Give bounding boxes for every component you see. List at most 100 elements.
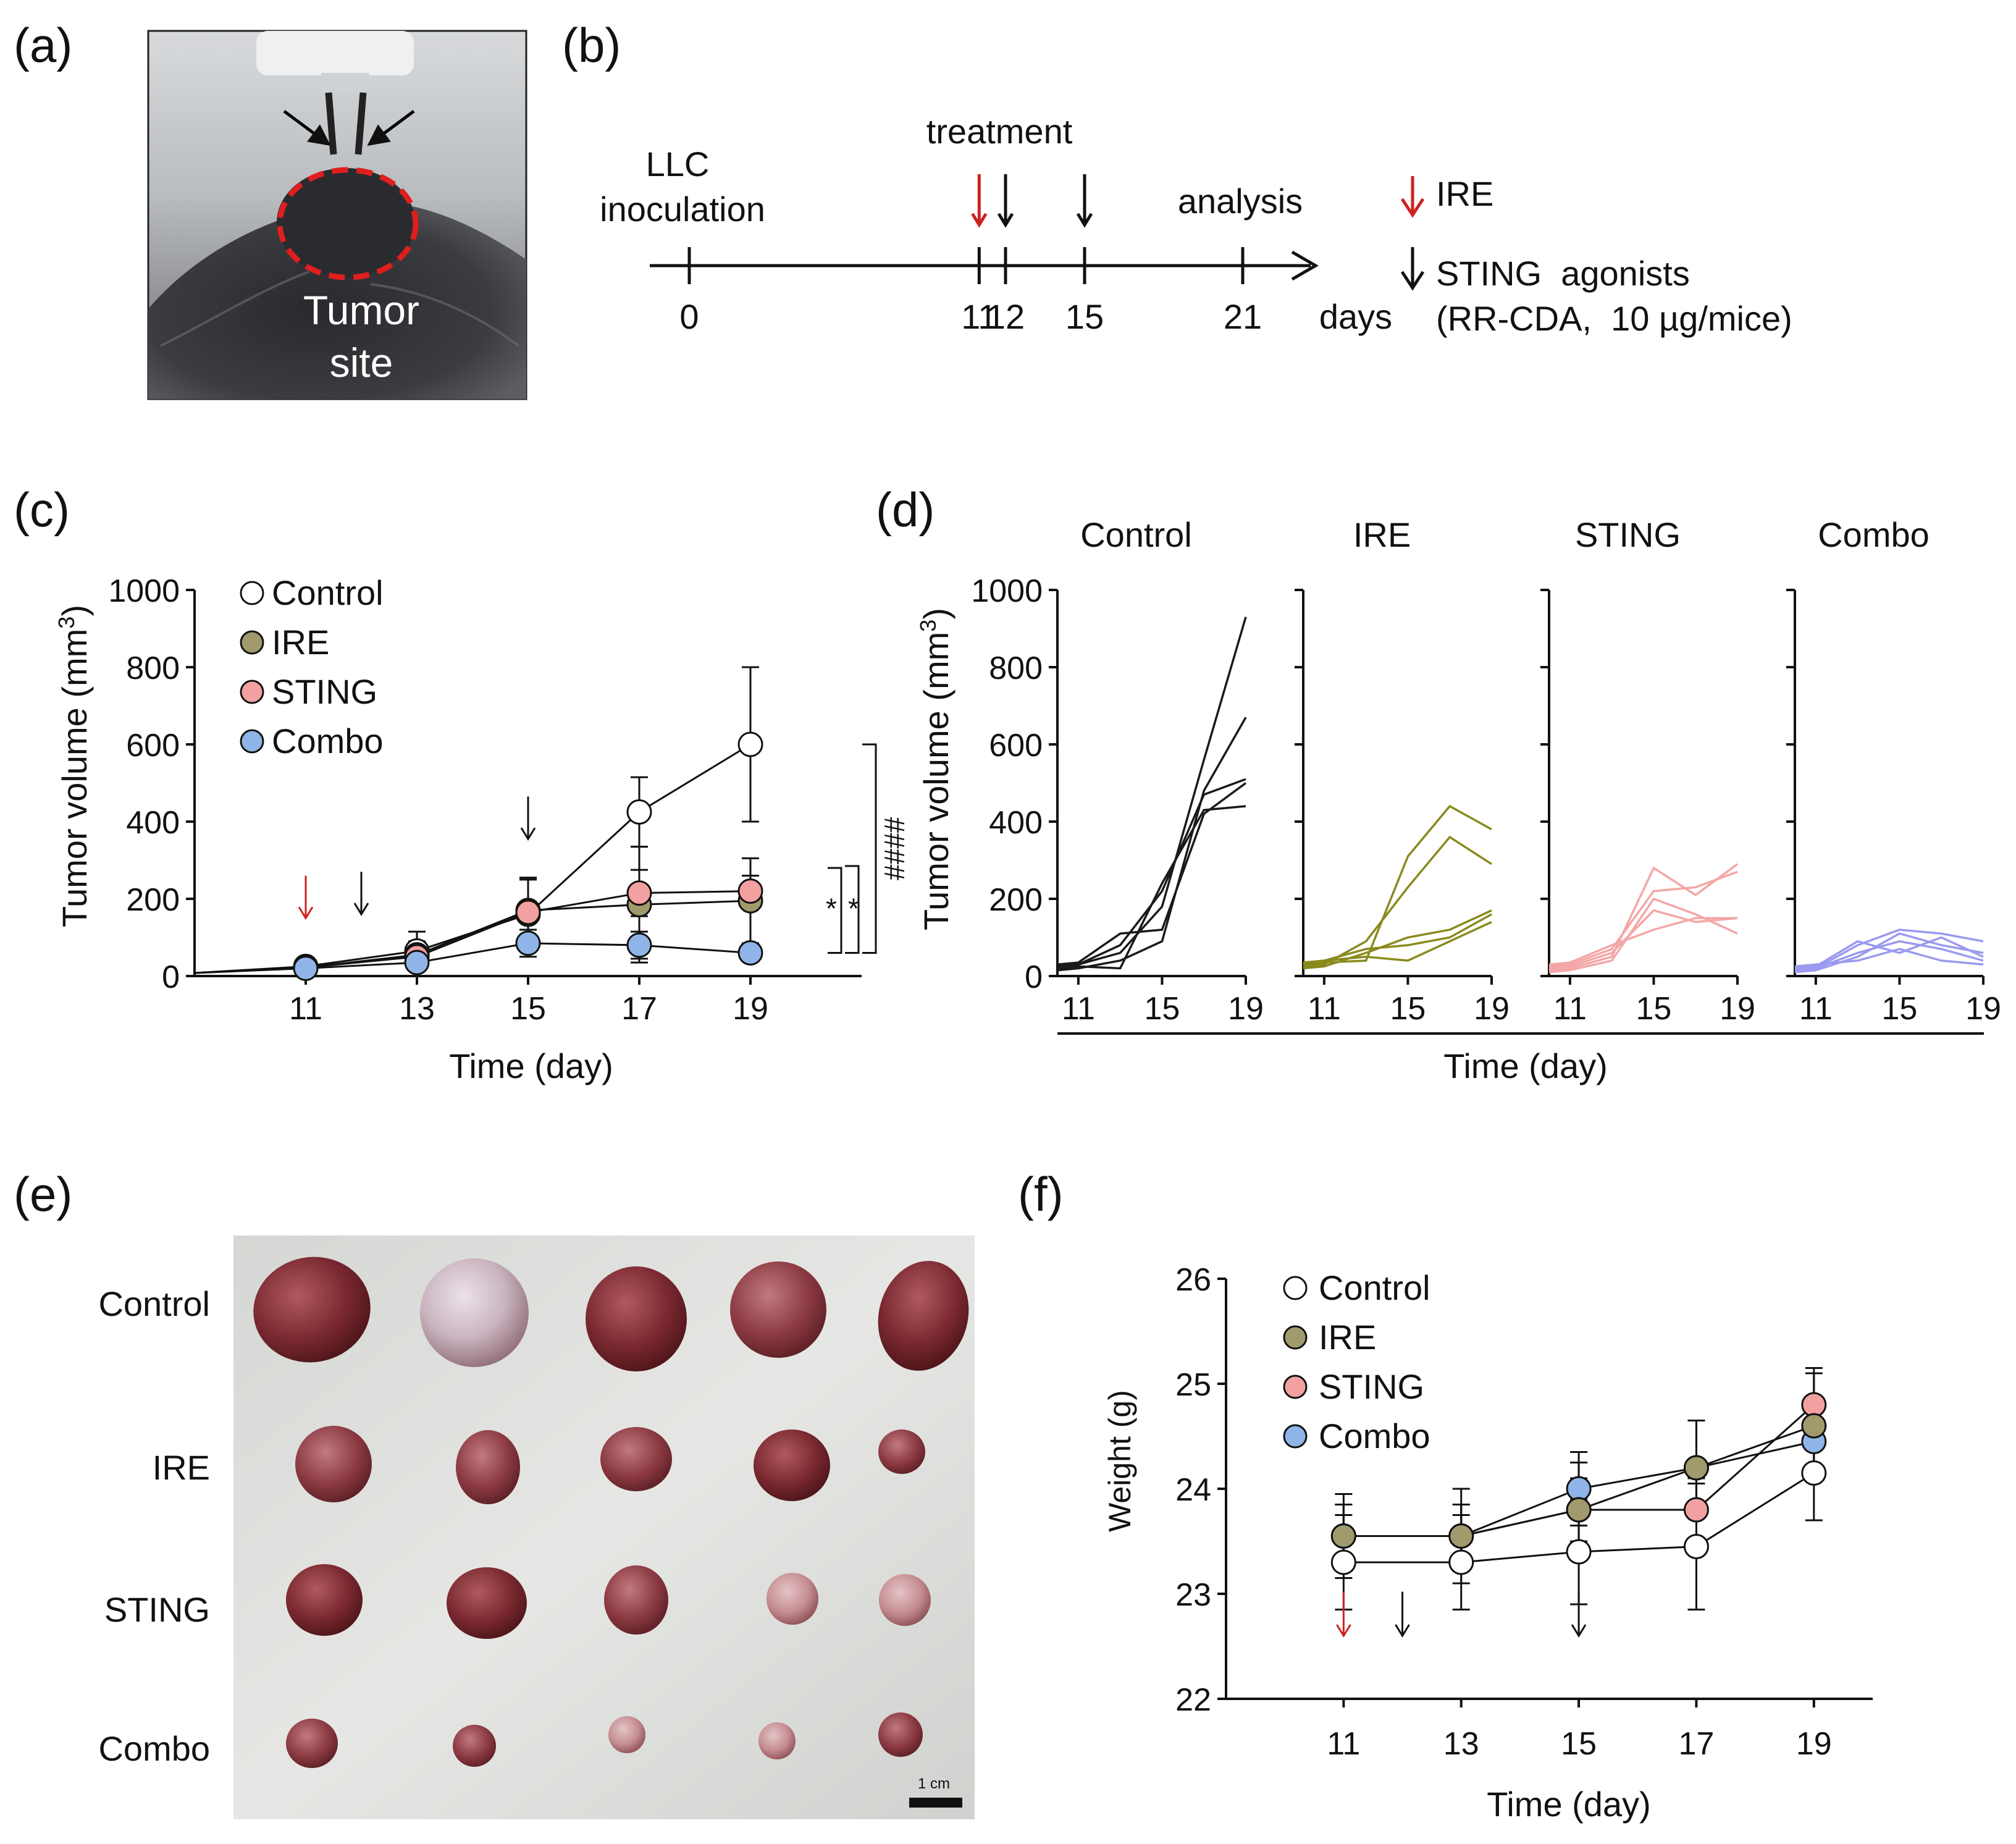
chart-f-arrow-day-15-head — [1571, 1624, 1587, 1638]
chart-c-arrow-day-11-head — [298, 906, 314, 920]
chart-d-sting-mouse-5 — [1548, 917, 1737, 966]
chart-c-xlabel: Time (day) — [449, 1046, 613, 1085]
chart-d-control-xtick-label-11: 11 — [1062, 991, 1095, 1027]
chart-d-ire-xtick-label-11: 11 — [1308, 991, 1341, 1027]
chart-f-point-ire — [1448, 1523, 1474, 1549]
timeline-treatment-label: treatment — [926, 112, 1073, 151]
chart-f-point-control — [1448, 1549, 1474, 1575]
timeline-tick-label-0: 0 — [679, 297, 699, 336]
chart-f-arrow-day-12 — [1395, 1591, 1410, 1638]
panel-d-charts: Tumor volume (mm3) Time (day) 0 200 400 600… — [915, 515, 2001, 1085]
tumor-site-caption-line2: site — [330, 340, 393, 385]
chart-d-sting-mouse-2 — [1548, 870, 1738, 968]
chart-f-ytick-label-25: 25 — [1175, 1367, 1211, 1403]
chart-f-point-sting — [1801, 1392, 1827, 1418]
chart-f-xtick-label-17: 17 — [1679, 1726, 1715, 1762]
scale-bar — [909, 1798, 962, 1808]
chart-c-sig-label-control: #### — [878, 817, 910, 881]
chart-d-control-mouse-2 — [1057, 805, 1246, 970]
timeline-inoculation-label-line1: LLC — [646, 145, 710, 183]
scale-bar-label: 1 cm — [918, 1775, 950, 1792]
row-label-control: Control — [98, 1284, 210, 1323]
timeline-tick-label-12: 12 — [986, 297, 1025, 336]
chart-c-sig-bracket-control — [862, 743, 877, 954]
chart-c-sig-label-ire: * — [826, 892, 837, 924]
chart-d-control-xtick-label-19: 19 — [1228, 991, 1264, 1027]
chart-f-xtick-label-15: 15 — [1561, 1726, 1597, 1762]
timeline-arrow-day-15-head — [1076, 213, 1093, 228]
chart-c-legend-label-combo: Combo — [272, 722, 384, 760]
chart-d-ytick-label-800: 800 — [989, 650, 1043, 686]
chart-c-point-control — [626, 799, 652, 825]
chart-d-title-ire: IRE — [1353, 515, 1411, 554]
chart-c-arrow-day-12 — [353, 872, 369, 916]
chart-f-point-ire — [1683, 1455, 1709, 1481]
chart-c-legend-label-ire: IRE — [272, 623, 329, 662]
chart-c-ytick-label-200: 200 — [126, 882, 180, 918]
chart-f-point-combo — [1566, 1476, 1592, 1502]
chart-d-xlabel: Time (day) — [1443, 1046, 1608, 1085]
chart-d-control-mouse-5 — [1057, 778, 1246, 968]
chart-c-line-control — [194, 743, 751, 974]
panel-e-label: (e) — [14, 1167, 72, 1221]
chart-d-ire-mouse-2 — [1303, 835, 1492, 968]
chart-c-ylabel: Tumor volume (mm3) — [54, 605, 94, 927]
chart-c-arrow-day-12-head — [353, 903, 369, 916]
panel-e-photo: 1 cm — [233, 1236, 975, 1819]
chart-f-xtick-label-13: 13 — [1443, 1726, 1479, 1762]
chart-f-arrow-day-12-head — [1395, 1624, 1410, 1638]
chart-c-point-sting — [626, 880, 652, 906]
chart-d-control-xtick-label-15: 15 — [1144, 991, 1180, 1027]
chart-c-line-combo — [194, 942, 751, 974]
chart-f-point-control — [1801, 1460, 1827, 1486]
chart-f-ytick-label-23: 23 — [1175, 1577, 1211, 1613]
chart-f-point-ire — [1566, 1497, 1592, 1523]
chart-c-point-combo — [626, 932, 652, 958]
chart-f-legend-marker-combo — [1283, 1424, 1308, 1449]
panel-d-label: (d) — [876, 482, 934, 537]
chart-d-combo-mouse-4 — [1794, 948, 1984, 968]
timeline-arrow-day-11-head — [971, 213, 988, 228]
chart-f-point-ire — [1330, 1523, 1356, 1549]
chart-c-sig-bracket-sting — [845, 865, 860, 954]
panel-b-timeline: LLC inoculation treatment analysis days … — [600, 112, 1392, 336]
chart-d-sting-mouse-1 — [1548, 863, 1739, 972]
chart-c-legend-marker-control — [240, 581, 264, 605]
timeline-tick-label-11: 11 — [961, 297, 997, 336]
chart-f-xlabel: Time (day) — [1487, 1785, 1651, 1824]
chart-d-sting-xtick-label-15: 15 — [1636, 991, 1672, 1027]
chart-c-legend-marker-combo — [240, 729, 264, 754]
chart-c-ytick-label-800: 800 — [126, 650, 180, 686]
chart-c-arrow-day-15-head — [520, 827, 536, 841]
chart-c-ytick-label-400: 400 — [126, 805, 180, 841]
chart-c-line-ire — [194, 899, 751, 974]
panel-b-legend: IRE STING agonists (RR-CDA, 10 µg/mice) — [1400, 174, 1792, 338]
chart-d-title-control: Control — [1080, 515, 1192, 554]
chart-f-ytick-label-22: 22 — [1175, 1682, 1211, 1718]
chart-d-ire-xtick-label-19: 19 — [1474, 991, 1510, 1027]
chart-c-legend-label-control: Control — [272, 573, 384, 612]
chart-f-point-control — [1566, 1539, 1592, 1565]
row-label-sting: STING — [104, 1590, 210, 1629]
timeline-arrow-day-12 — [997, 174, 1014, 228]
chart-d-ytick-label-1000: 1000 — [971, 573, 1043, 609]
chart-d-combo-xtick-label-11: 11 — [1799, 991, 1833, 1027]
chart-f-legend-label-sting: STING — [1319, 1367, 1424, 1406]
timeline-tick-label-15: 15 — [1065, 297, 1104, 336]
chart-d-sting-xtick-label-19: 19 — [1720, 991, 1755, 1027]
panel-a-label: (a) — [14, 18, 72, 72]
chart-f-legend-label-ire: IRE — [1319, 1318, 1376, 1357]
chart-f-legend-marker-ire — [1283, 1325, 1308, 1350]
timeline-arrow-day-12-head — [997, 213, 1014, 228]
chart-c-point-sting — [737, 878, 763, 904]
chart-c-point-sting — [515, 899, 541, 925]
timeline-tick-label-21: 21 — [1224, 297, 1262, 336]
chart-c-sig-bracket-ire — [828, 867, 842, 954]
panel-f-label: (f) — [1018, 1167, 1064, 1221]
chart-f-arrow-day-11-head — [1336, 1624, 1351, 1638]
chart-d-ytick-label-400: 400 — [989, 805, 1043, 841]
chart-d-sting-mouse-3 — [1548, 909, 1738, 970]
chart-d-control-mouse-3 — [1057, 782, 1247, 966]
chart-c-xtick-label-15: 15 — [510, 991, 546, 1027]
